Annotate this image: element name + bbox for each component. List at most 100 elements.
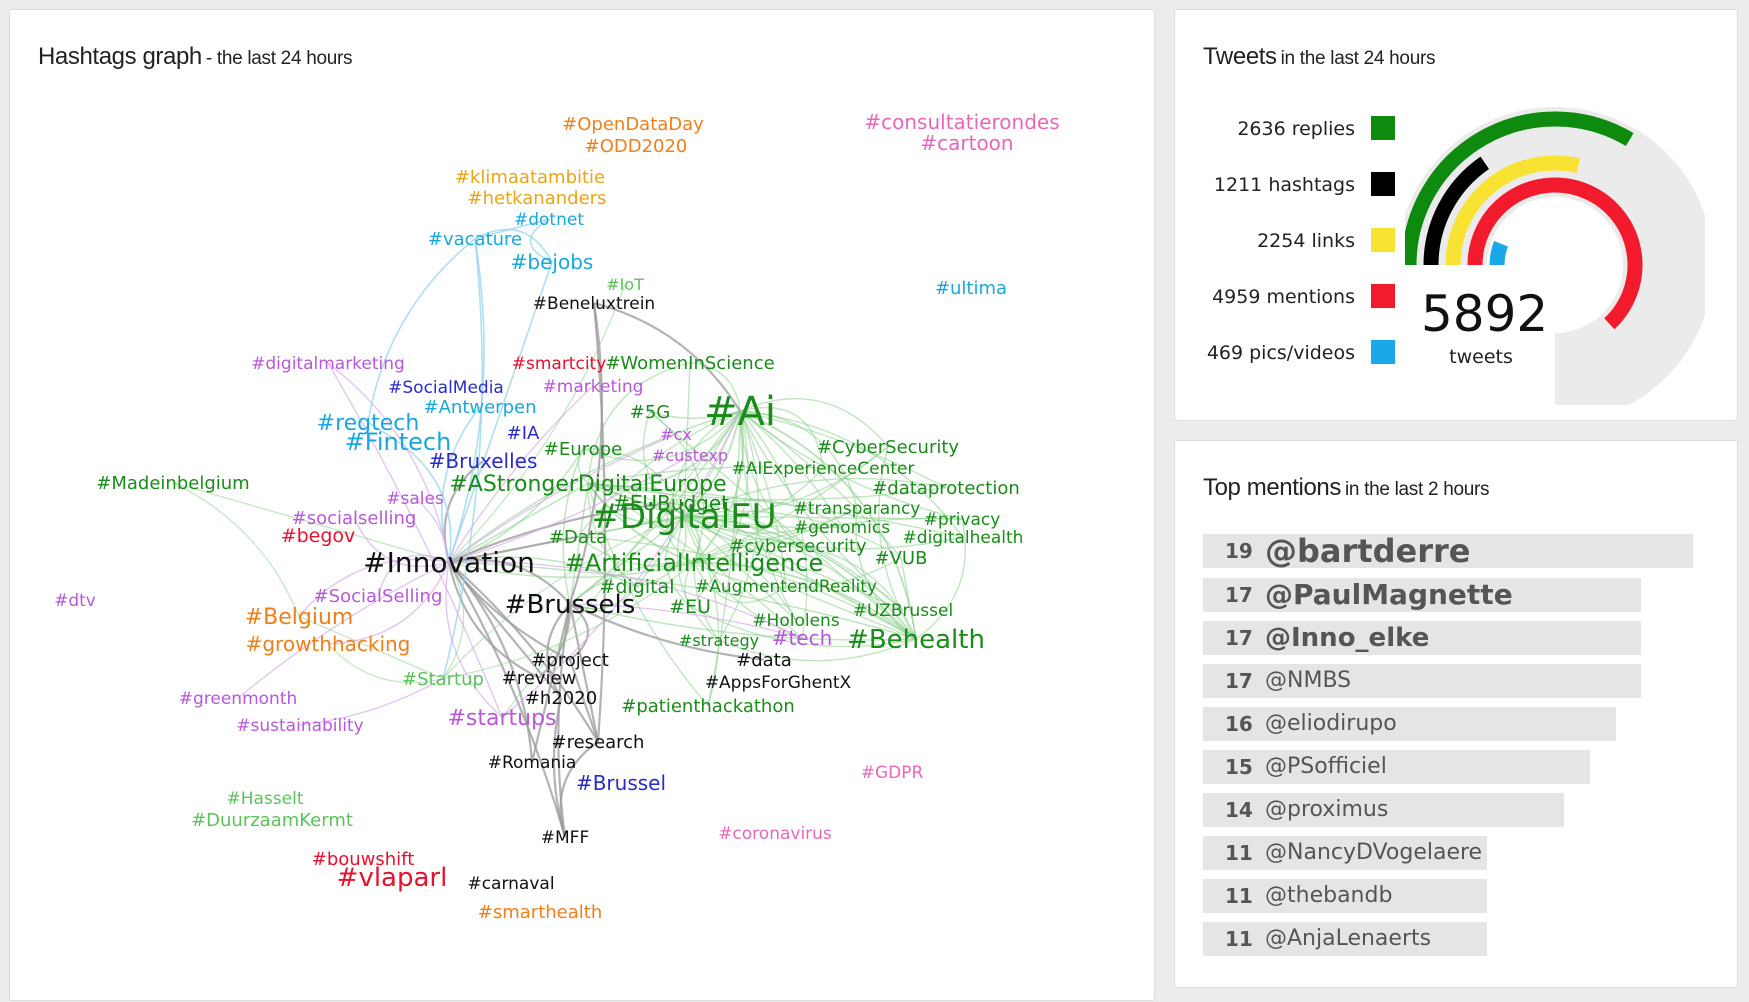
hashtag-node[interactable]: #bejobs	[511, 250, 594, 274]
hashtag-node[interactable]: #ArtificialIntelligence	[565, 549, 823, 577]
hashtag-node[interactable]: #smartcity	[512, 354, 607, 374]
hashtag-node[interactable]: #Ai	[704, 389, 776, 435]
hashtag-node[interactable]: #dotnet	[514, 210, 584, 230]
graph-edge	[739, 398, 889, 448]
hashtag-node[interactable]: #strategy	[679, 631, 759, 650]
mention-name[interactable]: @bartderre	[1265, 532, 1471, 570]
hashtag-node[interactable]: #coronavirus	[718, 824, 832, 844]
hashtag-node[interactable]: #IA	[507, 423, 540, 444]
hashtag-node[interactable]: #EU	[669, 596, 711, 618]
hashtag-node[interactable]: #privacy	[924, 510, 1001, 530]
hashtag-node[interactable]: #MFF	[541, 828, 589, 848]
hashtag-node[interactable]: #IoT	[606, 275, 644, 294]
hashtag-node[interactable]: #sustainability	[236, 716, 363, 736]
graph-title-sub: - the last 24 hours	[205, 48, 353, 69]
hashtag-node[interactable]: #DuurzaamKermt	[191, 810, 353, 831]
hashtags-graph[interactable]: #OpenDataDay#ODD2020#consultatierondes#c…	[10, 10, 1156, 1002]
mention-name[interactable]: @PSofficiel	[1265, 754, 1387, 779]
hashtag-node[interactable]: #hetkananders	[468, 188, 607, 209]
hashtag-node[interactable]: #WomenInScience	[605, 353, 774, 374]
radial-arc-4	[1467, 177, 1643, 330]
hashtag-node[interactable]: #SocialSelling	[314, 586, 443, 607]
hashtag-node[interactable]: #socialselling	[292, 508, 417, 529]
hashtag-node[interactable]: #begov	[281, 525, 356, 547]
graph-edge	[568, 603, 600, 742]
hashtag-node[interactable]: #AIExperienceCenter	[732, 459, 915, 479]
hashtag-node[interactable]: #carnaval	[467, 874, 554, 894]
hashtag-node[interactable]: #Brussels	[505, 590, 636, 620]
hashtag-node[interactable]: #bouwshift	[312, 849, 415, 870]
mention-name[interactable]: @PaulMagnette	[1265, 578, 1513, 611]
hashtag-node[interactable]: #Data	[549, 527, 607, 548]
hashtag-node[interactable]: #project	[531, 650, 609, 671]
hashtag-node[interactable]: #EUBudget	[613, 491, 729, 515]
mention-name[interactable]: @eliodirupo	[1265, 711, 1397, 736]
hashtag-node[interactable]: #digitalmarketing	[251, 354, 405, 374]
hashtag-node[interactable]: #SocialMedia	[388, 378, 504, 398]
hashtag-node[interactable]: #sales	[386, 489, 444, 509]
mention-name[interactable]: @proximus	[1265, 797, 1389, 822]
graph-edge	[414, 497, 450, 563]
hashtag-node[interactable]: #smarthealth	[478, 902, 602, 923]
hashtag-node[interactable]: #Innovation	[363, 546, 535, 579]
hashtag-node[interactable]: #Brussel	[576, 771, 666, 795]
graph-edge	[683, 477, 947, 517]
hashtag-node[interactable]: #AppsForGhentX	[705, 673, 852, 693]
legend-swatch	[1371, 116, 1395, 140]
hashtag-node[interactable]: #GDPR	[861, 763, 924, 783]
hashtag-node[interactable]: #AugmentendReality	[695, 577, 877, 597]
hashtag-node[interactable]: #CyberSecurity	[817, 437, 959, 458]
hashtag-node[interactable]: #review	[502, 668, 577, 689]
hashtag-node[interactable]: #DigitalEU	[591, 497, 776, 537]
hashtag-node[interactable]: #Europe	[544, 439, 622, 460]
hashtag-node[interactable]: #cybersecurity	[729, 536, 867, 557]
hashtag-node[interactable]: #Behealth	[847, 625, 985, 655]
hashtag-node[interactable]: #greenmonth	[179, 689, 298, 709]
hashtag-node[interactable]: #Romania	[488, 753, 577, 773]
hashtag-node[interactable]: #Madeinbelgium	[96, 473, 249, 494]
hashtag-node[interactable]: #vacature	[428, 229, 522, 250]
hashtag-node[interactable]: #cx	[660, 425, 692, 444]
hashtag-node[interactable]: #Hasselt	[226, 789, 303, 809]
hashtag-node[interactable]: #consultatierondes	[864, 110, 1059, 134]
hashtag-node[interactable]: #ODD2020	[585, 136, 688, 157]
hashtag-node[interactable]: #klimaatambitie	[455, 167, 605, 188]
mention-name[interactable]: @thebandb	[1265, 883, 1393, 908]
hashtag-node[interactable]: #AStrongerDigitalEurope	[449, 472, 726, 497]
legend-swatch	[1371, 172, 1395, 196]
mention-name[interactable]: @NMBS	[1265, 668, 1352, 693]
hashtag-node[interactable]: #patienthackathon	[621, 696, 795, 717]
mention-name[interactable]: @AnjaLenaerts	[1265, 926, 1432, 951]
hashtag-node[interactable]: #UZBrussel	[853, 601, 953, 621]
hashtag-node[interactable]: #digitalhealth	[903, 528, 1024, 548]
hashtag-node[interactable]: #transparancy	[794, 499, 921, 519]
hashtag-node[interactable]: #Hololens	[752, 611, 840, 631]
hashtag-node[interactable]: #dtv	[54, 591, 96, 611]
hashtag-node[interactable]: #Belgium	[245, 605, 354, 630]
hashtag-node[interactable]: #h2020	[525, 688, 597, 709]
hashtag-node[interactable]: #marketing	[543, 377, 644, 397]
hashtag-node[interactable]: #data	[736, 650, 792, 671]
hashtag-node[interactable]: #research	[552, 732, 645, 753]
hashtag-node[interactable]: #Bruxelles	[429, 449, 538, 473]
hashtag-node[interactable]: #regtech	[317, 411, 420, 436]
hashtag-node[interactable]: #vlaparl	[337, 863, 448, 893]
mention-name[interactable]: @Inno_elke	[1265, 623, 1430, 653]
hashtag-node[interactable]: #Beneluxtrein	[533, 294, 655, 314]
mention-name[interactable]: @NancyDVogelaere	[1265, 840, 1483, 865]
hashtag-node[interactable]: #Antwerpen	[424, 397, 537, 418]
hashtag-node[interactable]: #growthhacking	[246, 632, 411, 656]
hashtag-node[interactable]: #5G	[630, 402, 670, 423]
hashtag-node[interactable]: #dataprotection	[872, 478, 1020, 499]
hashtag-node[interactable]: #genomics	[794, 518, 890, 538]
hashtag-node[interactable]: #Fintech	[345, 428, 452, 456]
hashtag-node[interactable]: #tech	[772, 626, 833, 650]
hashtag-node[interactable]: #custexp	[652, 446, 728, 465]
hashtag-node[interactable]: #VUB	[875, 548, 928, 569]
hashtag-node[interactable]: #startups	[447, 706, 556, 731]
hashtag-node[interactable]: #Startup	[402, 669, 484, 690]
hashtag-node[interactable]: #OpenDataDay	[562, 114, 704, 135]
hashtag-node[interactable]: #ultima	[935, 278, 1007, 299]
hashtag-node[interactable]: #cartoon	[920, 131, 1013, 155]
hashtag-node[interactable]: #digital	[600, 576, 675, 598]
